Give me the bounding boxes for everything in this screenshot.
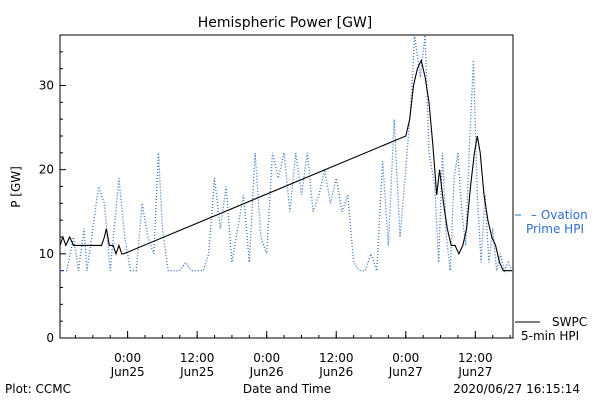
x-tick-hour: 12:00 [180, 351, 215, 365]
x-tick-day: Jun25 [179, 365, 214, 379]
y-axis-ticks: 0 10 20 30 [39, 51, 66, 345]
legend-label-ovation-line2: Prime HPI [526, 222, 584, 236]
footer-plot-credit: Plot: CCMC [5, 382, 71, 396]
x-tick-day: Jun27 [457, 365, 492, 379]
x-tick-day: Jun25 [110, 365, 145, 379]
x-tick-day: Jun26 [249, 365, 284, 379]
x-tick-hour: 12:00 [458, 351, 493, 365]
y-tick-label: 20 [39, 163, 54, 177]
x-tick-hour: 0:00 [253, 351, 280, 365]
y-tick-label: 30 [39, 79, 54, 93]
legend-label-swpc-line2: 5-min HPI [521, 329, 579, 343]
series-layer [59, 34, 513, 273]
footer-timestamp: 2020/06/27 16:15:14 [453, 382, 580, 396]
chart-title: Hemispheric Power [GW] [198, 15, 373, 31]
x-axis-ticks: 0:00Jun2512:00Jun250:00Jun2612:00Jun260:… [74, 331, 511, 379]
legend-label-ovation-line1: – Ovation [531, 208, 588, 222]
x-tick-hour: 12:00 [319, 351, 354, 365]
legend-label-swpc-line1: SWPC [552, 315, 587, 329]
x-tick-day: Jun26 [318, 365, 353, 379]
x-tick-day: Jun27 [388, 365, 423, 379]
x-tick-hour: 0:00 [114, 351, 141, 365]
y-tick-label: 0 [46, 331, 54, 345]
y-tick-label: 10 [39, 247, 54, 261]
series-line-swpc-hpi [59, 58, 512, 272]
plot-frame [59, 34, 514, 339]
y-axis-label: P [GW] [9, 166, 23, 208]
series-line-ovation-prime-hpi [60, 34, 513, 273]
x-axis-label: Date and Time [243, 382, 331, 396]
x-tick-hour: 0:00 [392, 351, 419, 365]
